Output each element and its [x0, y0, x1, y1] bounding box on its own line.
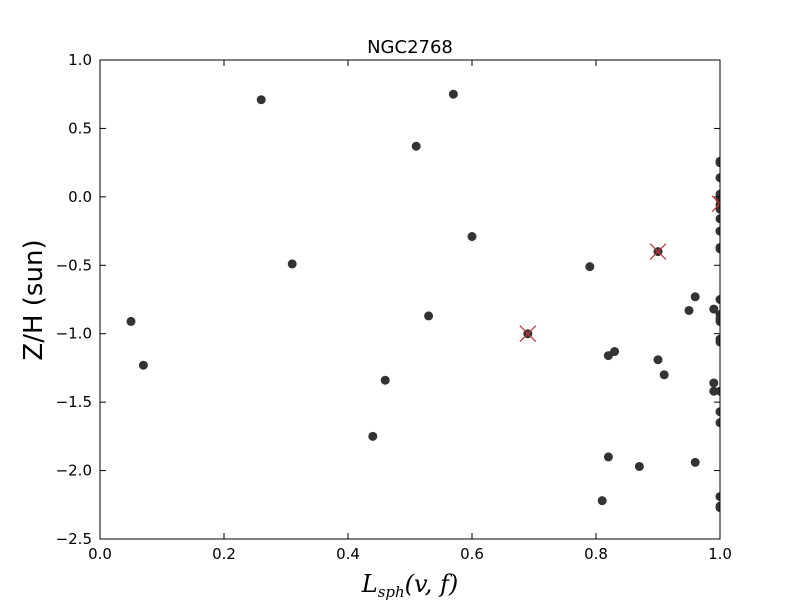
data-point — [690, 292, 700, 302]
y-axis-label: Z/H (sun) — [19, 239, 49, 360]
data-point — [287, 259, 297, 269]
data-point — [715, 492, 720, 502]
chart-title: NGC2768 — [367, 37, 453, 58]
data-point — [715, 214, 720, 224]
y-tick-label: −1.0 — [56, 325, 92, 343]
data-point — [634, 461, 644, 471]
x-tick-label: 0.6 — [460, 545, 484, 563]
x-tick-label: 1.0 — [708, 545, 732, 563]
y-tick-label: −2.5 — [56, 530, 92, 548]
x-tick-label: 0.8 — [584, 545, 608, 563]
data-point — [653, 355, 663, 365]
y-tick-label: 1.0 — [68, 51, 92, 69]
data-point — [659, 370, 669, 380]
data-point — [715, 244, 720, 254]
y-tick-label: −0.5 — [56, 256, 92, 274]
x-tick-label: 0.0 — [88, 545, 112, 563]
plot-frame — [99, 59, 721, 540]
data-point — [715, 503, 720, 513]
data-points-layer — [126, 89, 720, 513]
data-point — [715, 226, 720, 236]
highlight-x-marker — [711, 195, 720, 213]
x-tick-label: 0.2 — [212, 545, 236, 563]
data-point — [715, 158, 720, 168]
x-axis-label-main: L — [361, 570, 378, 598]
data-point — [709, 304, 719, 314]
data-point — [448, 89, 458, 99]
data-point — [715, 173, 720, 183]
x-tick-label: 0.4 — [336, 545, 360, 563]
x-axis-label-subscript: sph — [378, 583, 405, 600]
data-point — [585, 262, 595, 272]
data-point — [715, 316, 720, 326]
data-point — [256, 95, 266, 105]
x-axis-label: Lsph(v, f) — [361, 570, 458, 600]
data-point — [684, 305, 694, 315]
data-point — [603, 452, 613, 462]
data-point — [126, 316, 136, 326]
highlight-x-marker — [649, 243, 667, 261]
data-point — [715, 386, 720, 396]
data-point — [467, 232, 477, 242]
data-point — [715, 295, 720, 304]
data-point — [715, 337, 720, 347]
data-point — [411, 141, 421, 151]
data-point — [380, 375, 390, 385]
highlight-markers-layer — [519, 195, 720, 343]
y-tick-label: −1.5 — [56, 393, 92, 411]
y-tick-label: 0.0 — [68, 188, 92, 206]
data-point — [715, 418, 720, 428]
y-tick-label: 0.5 — [68, 119, 92, 137]
data-point — [709, 378, 719, 388]
data-point — [424, 311, 434, 321]
highlight-x-marker — [519, 325, 537, 343]
x-axis-ticks: 0.0 0.2 0.4 0.6 0.8 1.0 — [88, 60, 732, 563]
data-point — [690, 457, 700, 467]
y-axis-ticks: 1.0 0.5 0.0 −0.5 −1.0 −1.5 −2.0 −2.5 — [56, 51, 720, 548]
data-point — [368, 431, 378, 441]
data-point — [597, 496, 607, 506]
data-point — [138, 360, 148, 370]
y-tick-label: −2.0 — [56, 462, 92, 480]
data-point — [709, 386, 719, 396]
x-axis-label-args: (v, f) — [405, 570, 459, 598]
data-point — [610, 347, 620, 357]
data-point — [715, 407, 720, 417]
